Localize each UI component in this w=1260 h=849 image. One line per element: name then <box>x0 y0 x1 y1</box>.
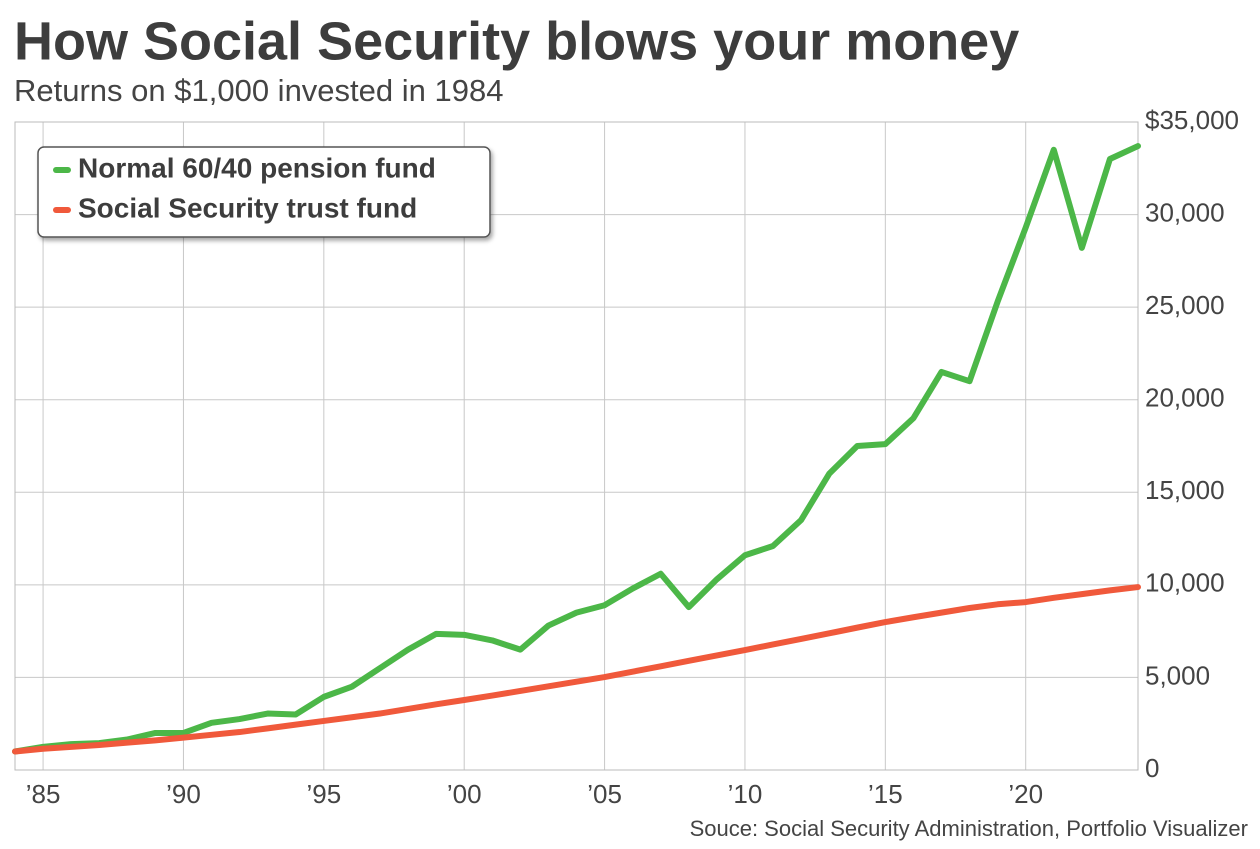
legend-label: Normal 60/40 pension fund <box>78 152 436 183</box>
y-tick-label: 10,000 <box>1145 568 1225 598</box>
y-tick-label: 15,000 <box>1145 475 1225 505</box>
source-note: Souce: Social Security Administration, P… <box>690 816 1248 841</box>
x-tick-label: ’10 <box>728 779 763 809</box>
data-line <box>12 143 1141 755</box>
x-tick-label: ’15 <box>868 779 903 809</box>
y-tick-label: $35,000 <box>1145 105 1239 135</box>
y-tick-label: 20,000 <box>1145 383 1225 413</box>
y-tick-label: 5,000 <box>1145 660 1210 690</box>
x-tick-label: ’95 <box>306 779 341 809</box>
x-tick-label: ’85 <box>26 779 61 809</box>
x-tick-label: ’05 <box>587 779 622 809</box>
x-tick-label: ’90 <box>166 779 201 809</box>
x-tick-label: ’20 <box>1008 779 1043 809</box>
x-tick-label: ’00 <box>447 779 482 809</box>
y-tick-label: 30,000 <box>1145 197 1225 227</box>
plot-frame <box>14 121 1139 771</box>
chart-title: How Social Security blows your money <box>14 11 1019 71</box>
legend-box <box>37 146 491 238</box>
legend: Normal 60/40 pension fund Social Security… <box>37 146 491 238</box>
legend-label: Social Security trust fund <box>78 192 417 223</box>
chart-subtitle: Returns on $1,000 invested in 1984 <box>14 73 503 108</box>
data-line <box>12 584 1141 755</box>
y-tick-label: 25,000 <box>1145 290 1225 320</box>
y-tick-label: 0 <box>1145 753 1159 783</box>
